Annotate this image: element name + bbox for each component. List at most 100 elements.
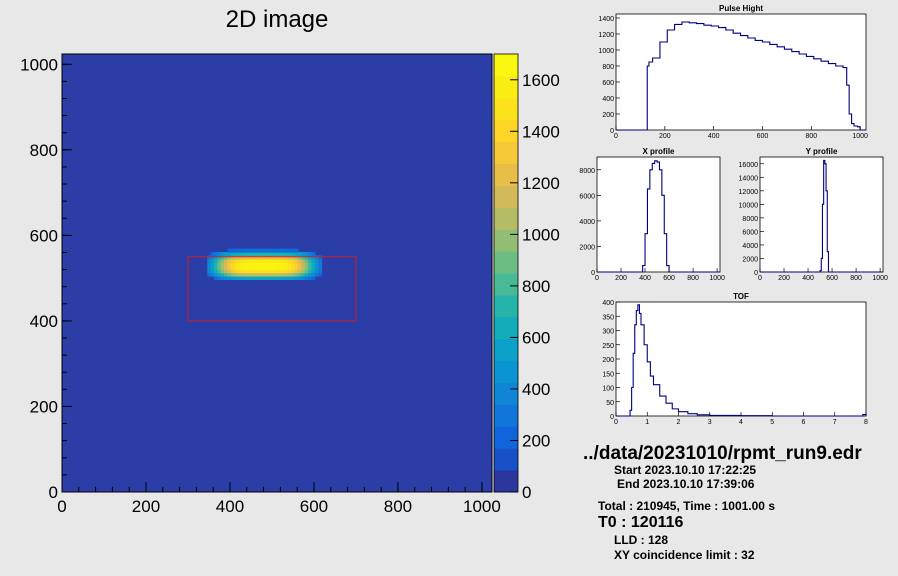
- heatmap-cell: [254, 275, 259, 281]
- heatmap-cell: [261, 272, 266, 277]
- histogram-line: [616, 21, 866, 131]
- heatmap-cell: [257, 269, 262, 274]
- heatmap-cell: [220, 258, 225, 263]
- heatmap-cell: [247, 265, 252, 270]
- heatmap-cell: [230, 262, 235, 267]
- heatmap-cell: [220, 255, 225, 260]
- heatmap-cell: [284, 269, 289, 274]
- heatmap-cell: [277, 272, 282, 277]
- plot-title: Y profile: [806, 147, 838, 156]
- heatmap-cell: [291, 248, 296, 253]
- heatmap-cell: [287, 258, 292, 263]
- heatmap-cell: [207, 272, 212, 277]
- heatmap-cell: [244, 272, 249, 277]
- heatmap-cell: [318, 262, 323, 267]
- x-tick-label: 7: [833, 419, 837, 426]
- y-tick-label: 200: [602, 357, 614, 364]
- heatmap-cell: [274, 269, 279, 274]
- heatmap-cell: [314, 272, 319, 277]
- x-tick-label: 0: [614, 133, 618, 140]
- heatmap-cell: [257, 275, 262, 281]
- heatmap-cell: [237, 275, 242, 281]
- heatmap-cell: [267, 255, 272, 260]
- heatmap-cell: [207, 258, 212, 263]
- y-tick-label: 6000: [742, 229, 758, 236]
- heatmap-cell: [314, 258, 319, 263]
- heatmap-cell: [264, 248, 269, 253]
- heatmap-cell: [308, 252, 313, 257]
- heatmap-cell: [217, 252, 222, 257]
- x-tick-label: 0: [614, 419, 618, 426]
- x-tick-label: 800: [805, 133, 817, 140]
- heatmap-cell: [254, 272, 259, 277]
- heatmap-cell: [234, 258, 239, 263]
- heatmap-cell: [284, 252, 289, 257]
- heatmap-cell: [227, 258, 232, 263]
- heatmap-cell: [297, 262, 302, 267]
- heatmap-cell: [294, 272, 299, 277]
- heatmap-cell: [250, 272, 255, 277]
- x-tick-label: 200: [659, 133, 671, 140]
- heatmap-cell: [311, 269, 316, 274]
- heatmap-cell: [264, 255, 269, 260]
- heatmap-cell: [284, 255, 289, 260]
- heatmap-cell: [230, 269, 235, 274]
- heatmap-cell: [301, 269, 306, 274]
- heatmap-cell: [287, 262, 292, 267]
- x-tick-label: 0: [758, 275, 762, 282]
- y-tick-label: 2000: [579, 244, 595, 251]
- heatmap-cell: [291, 272, 296, 277]
- heatmap-cell: [237, 248, 242, 253]
- heatmap-cell: [214, 252, 218, 257]
- heatmap-cell: [210, 265, 215, 270]
- heatmap-cell: [277, 269, 282, 274]
- colorbar-segment: [494, 360, 518, 383]
- heatmap-cell: [207, 262, 212, 267]
- x-tick-label: 400: [639, 275, 651, 282]
- colorbar-segment: [494, 316, 518, 340]
- heatmap-cell: [240, 248, 245, 253]
- heatmap-cell: [254, 269, 259, 274]
- y-tick-label: 8000: [742, 216, 758, 223]
- heatmap-cell: [261, 262, 266, 267]
- heatmap-cell: [314, 265, 319, 270]
- heatmap-cell: [264, 275, 269, 281]
- y-tick-label: 400: [602, 300, 614, 307]
- heatmap-cell: [277, 255, 282, 260]
- heatmap-cell: [224, 262, 229, 267]
- heatmap-cell: [267, 275, 272, 281]
- heatmap-cell: [261, 252, 266, 257]
- heatmap-cell: [230, 275, 235, 281]
- heatmap-cell: [277, 275, 282, 281]
- heatmap-cell: [284, 248, 289, 253]
- heatmap-cell: [287, 265, 292, 270]
- heatmap-cell: [257, 258, 262, 263]
- y-tick-label: 350: [602, 314, 614, 321]
- heatmap-cell: [294, 265, 299, 270]
- y-tick-label: 0: [591, 270, 595, 277]
- heatmap-cell: [237, 269, 242, 274]
- heatmap-cell: [277, 262, 282, 267]
- heatmap-cell: [234, 272, 239, 277]
- heatmap-cell: [261, 269, 266, 274]
- heatmap-cell: [291, 255, 296, 260]
- colorbar-segment: [494, 338, 518, 362]
- heatmap-cell: [237, 255, 242, 260]
- y-tick-label: 1000: [598, 48, 614, 55]
- heatmap-cell: [291, 258, 296, 263]
- colorbar-segment: [494, 382, 518, 405]
- heatmap-cell: [284, 272, 289, 277]
- heatmap-cell: [281, 275, 286, 281]
- heatmap-cell: [287, 275, 292, 281]
- plot-title: TOF: [733, 292, 749, 301]
- colorbar-tick-label: 200: [522, 431, 550, 450]
- colorbar-frame: [493, 53, 519, 493]
- pulse-hight-panel: Pulse Hight 0 200 400 600 800 1000 0 200 400 600 80…: [598, 4, 868, 140]
- heatmap-cell: [227, 252, 232, 257]
- heatmap-cell: [314, 262, 319, 267]
- heatmap-cell: [264, 262, 269, 267]
- heatmap-cell: [304, 265, 309, 270]
- y-tick-label: 300: [602, 329, 614, 336]
- heatmap-cell: [254, 255, 259, 260]
